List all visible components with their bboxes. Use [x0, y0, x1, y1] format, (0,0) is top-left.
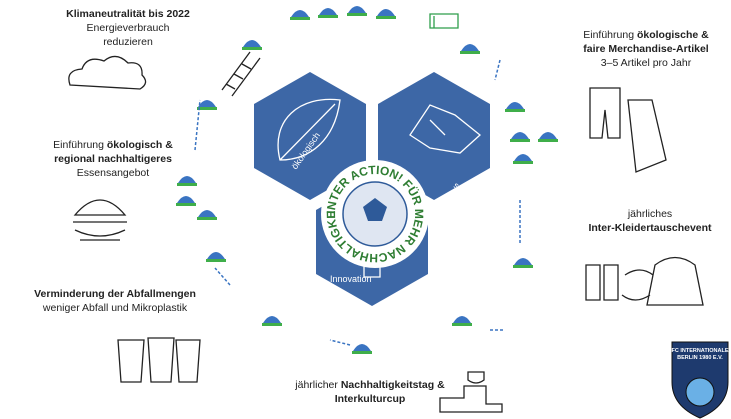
item-line: jährliches [627, 208, 672, 220]
item-line: 3–5 Artikel pro Jahr [601, 57, 692, 69]
cloud-icon [69, 56, 146, 89]
item-text: Einführung [583, 29, 637, 41]
item-text: Essensangebot [77, 167, 149, 179]
item-line: regional nachhaltigeres [54, 153, 172, 165]
burger-icon [73, 200, 127, 240]
item-text: reduzieren [103, 36, 153, 48]
cone-base [460, 51, 480, 54]
cone-base [513, 265, 533, 268]
item-text: ökologisch & [107, 139, 173, 151]
item-line: Klimaneutralität bis 2022 [66, 8, 190, 20]
cone-base [376, 16, 396, 19]
cone [511, 132, 529, 139]
bins-icon [118, 338, 200, 382]
cone [243, 40, 261, 47]
clothes-icon [590, 88, 666, 172]
cone [506, 102, 524, 109]
cone [514, 154, 532, 161]
cone [514, 258, 532, 265]
item-line: Einführung ökologisch & [53, 139, 173, 151]
pillar-label: Innovation [330, 274, 372, 284]
cone [263, 316, 281, 323]
cone-base [452, 323, 472, 326]
cone-base [510, 139, 530, 142]
cone-base [505, 109, 525, 112]
cone [377, 9, 395, 16]
ladder-icon [222, 52, 260, 96]
logo-ball [686, 378, 714, 406]
cone [198, 100, 216, 107]
item-text: Klimaneutralität bis 2022 [66, 8, 190, 20]
cone [348, 6, 366, 13]
item-text: Interkulturcup [335, 393, 406, 405]
cone-base [538, 139, 558, 142]
item-text: Einführung [53, 139, 107, 151]
cone-base [176, 203, 196, 206]
arrow [215, 268, 230, 285]
cone [353, 344, 371, 351]
item-text: Energieverbrauch [87, 22, 170, 34]
item-line: reduzieren [103, 36, 153, 48]
cone [319, 8, 337, 15]
cone [207, 252, 225, 259]
cone [198, 210, 216, 217]
item-line: Inter-Kleidertauschevent [588, 222, 712, 234]
cone-base [318, 15, 338, 18]
cone-base [290, 17, 310, 20]
item-line: Energieverbrauch [87, 22, 170, 34]
goal-icon [430, 14, 458, 28]
cone-base [347, 13, 367, 16]
item-text: weniger Abfall und Mikroplastik [42, 302, 188, 314]
item-text: jährliches [627, 208, 672, 220]
arrow [495, 60, 500, 80]
page: INTER ACTION! FÜR MEHR NACHHALTIGKEIT Kl… [0, 0, 731, 419]
item-line: Einführung ökologische & [583, 29, 709, 41]
cone [461, 44, 479, 51]
item-text: jährlicher [294, 379, 341, 391]
item-line: faire Merchandise-Artikel [583, 43, 709, 55]
item-line: Interkulturcup [335, 393, 406, 405]
cone-base [242, 47, 262, 50]
swap-icon [586, 258, 703, 306]
cone [178, 176, 196, 183]
infographic: INTER ACTION! FÜR MEHR NACHHALTIGKEIT Kl… [0, 0, 731, 419]
cone-base [262, 323, 282, 326]
cone-base [206, 259, 226, 262]
podium-icon [440, 372, 502, 412]
cone [177, 196, 195, 203]
item-text: Inter-Kleidertauschevent [588, 222, 712, 234]
item-line: jährlicher Nachhaltigkeitstag & [294, 379, 445, 391]
item-text: regional nachhaltigeres [54, 153, 172, 165]
item-line: Essensangebot [77, 167, 149, 179]
cone-base [352, 351, 372, 354]
logo-line: BERLIN 1980 E.V. [677, 355, 723, 361]
cone [539, 132, 557, 139]
item-text: Nachhaltigkeitstag & [341, 379, 445, 391]
item-text: faire Merchandise-Artikel [583, 43, 709, 55]
logo-line: FC INTERNATIONALE [671, 348, 728, 354]
item-text: ökologische & [637, 29, 709, 41]
pillar-label: sozial [452, 180, 477, 200]
item-text: 3–5 Artikel pro Jahr [601, 57, 692, 69]
cone [453, 316, 471, 323]
item-line: Verminderung der Abfallmengen [34, 288, 196, 300]
item-line: weniger Abfall und Mikroplastik [42, 302, 188, 314]
cone-base [513, 161, 533, 164]
arrow [330, 340, 350, 345]
cone-base [177, 183, 197, 186]
cone [291, 10, 309, 17]
cone-base [197, 217, 217, 220]
item-text: Verminderung der Abfallmengen [34, 288, 196, 300]
